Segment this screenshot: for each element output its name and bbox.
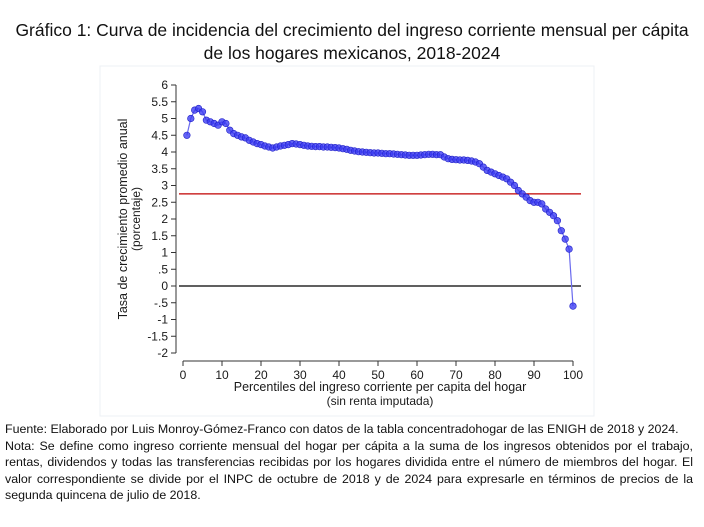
data-point [565, 245, 573, 253]
y-tick-label: -.5 [154, 296, 168, 310]
y-tick-label: 1 [161, 246, 168, 260]
y-tick-label: 6 [161, 78, 168, 92]
chart-title-line1: Gráfico 1: Curva de incidencia del creci… [15, 20, 689, 40]
x-tick-label: 60 [410, 368, 424, 382]
x-tick-label: 40 [332, 368, 346, 382]
x-tick-label: 80 [488, 368, 502, 382]
y-tick-label: 3.5 [151, 162, 168, 176]
x-tick-label: 10 [215, 368, 229, 382]
chart-notes: Fuente: Elaborado por Luis Monroy-Gómez-… [5, 421, 693, 504]
y-tick-label: -1 [157, 313, 168, 327]
y-tick-label: 2 [161, 212, 168, 226]
y-tick-label: 5 [161, 112, 168, 126]
x-tick-label: 0 [180, 368, 187, 382]
data-point [510, 181, 519, 190]
x-axis-label-line2: (sin renta imputada) [327, 394, 434, 408]
data-point [561, 235, 569, 243]
data-point [198, 108, 207, 116]
x-tick-label: 100 [563, 368, 583, 382]
source-note: Fuente: Elaborado por Luis Monroy-Gómez-… [5, 422, 679, 436]
incidence-curve-chart: 65.554.543.532.521.51.50-.5-1-1.5-2 0 10 2… [99, 65, 595, 417]
y-tick-label: 5.5 [151, 95, 168, 109]
x-tick-label: 70 [449, 368, 463, 382]
data-point [187, 114, 195, 123]
x-axis: 0 10 20 30 40 50 60 70 80 90 100 [180, 360, 583, 382]
data-point [538, 200, 546, 208]
x-tick-label: 50 [371, 368, 385, 382]
chart-title: Gráfico 1: Curva de incidencia del creci… [0, 19, 704, 65]
y-tick-label: 0 [161, 279, 168, 293]
x-tick-label: 90 [527, 368, 541, 382]
data-point [569, 302, 577, 310]
y-axis-label-line1: Tasa de crecimiento promedio anual [116, 119, 130, 320]
series-growth [183, 104, 577, 310]
reference-lines [179, 193, 581, 287]
y-axis-label-line2: (porcentaje) [129, 187, 143, 251]
y-tick-label: -1.5 [147, 329, 168, 343]
y-tick-label: 2.5 [151, 195, 168, 209]
y-tick-label: .5 [158, 262, 168, 276]
plot-background [99, 65, 595, 417]
y-tick-label: 1.5 [151, 229, 168, 243]
y-tick-label: 4 [161, 145, 168, 159]
y-tick-label: 3 [161, 179, 168, 193]
y-tick-label: 4.5 [151, 128, 168, 142]
x-tick-label: 30 [293, 368, 307, 382]
definition-note: Nota: Se define como ingreso corriente m… [5, 438, 693, 503]
data-point [557, 227, 565, 235]
data-point [549, 212, 558, 220]
data-point [553, 217, 562, 225]
data-point [222, 119, 230, 128]
x-axis-label-line1: Percentiles del ingreso corriente per ca… [234, 380, 527, 394]
data-point [183, 131, 191, 139]
chart-title-line2: de los hogares mexicanos, 2018-2024 [203, 43, 501, 63]
y-axis: 65.554.543.532.521.51.50-.5-1-1.5-2 [147, 78, 177, 360]
x-tick-label: 20 [254, 368, 268, 382]
y-tick-label: -2 [157, 346, 168, 360]
